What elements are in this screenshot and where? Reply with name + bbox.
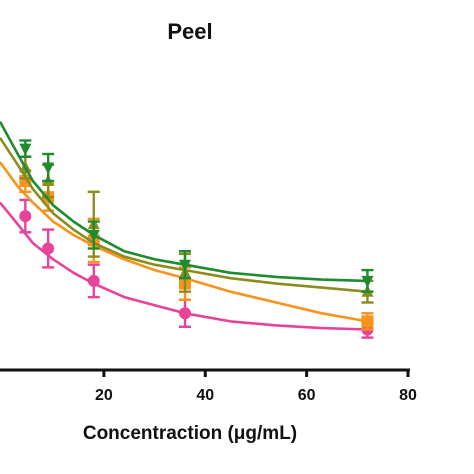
data-point [19,143,32,156]
x-axis-ticks: 20 40 60 80 [95,370,417,404]
chart-title: Peel [167,19,212,44]
series-4 [0,120,374,293]
x-tick-label: 20 [95,387,113,404]
data-point [361,315,374,328]
x-tick-label: 60 [298,387,316,404]
data-point [87,230,100,242]
fit-curve [0,120,368,283]
fit-curve [0,137,368,293]
series-1 [0,198,374,339]
data-point [42,162,55,175]
x-tick-label: 80 [399,387,417,404]
series-2 [0,161,374,331]
x-axis-label: Concentraction (μg/mL) [83,423,297,444]
data-point [19,210,32,223]
fit-curve [0,201,368,331]
x-tick-label: 40 [196,387,214,404]
data-point [178,259,191,272]
fit-curve [0,161,368,323]
plot-area [0,120,374,339]
data-point [42,242,55,255]
data-point [361,275,374,288]
data-point [87,274,100,287]
data-point [178,307,191,320]
